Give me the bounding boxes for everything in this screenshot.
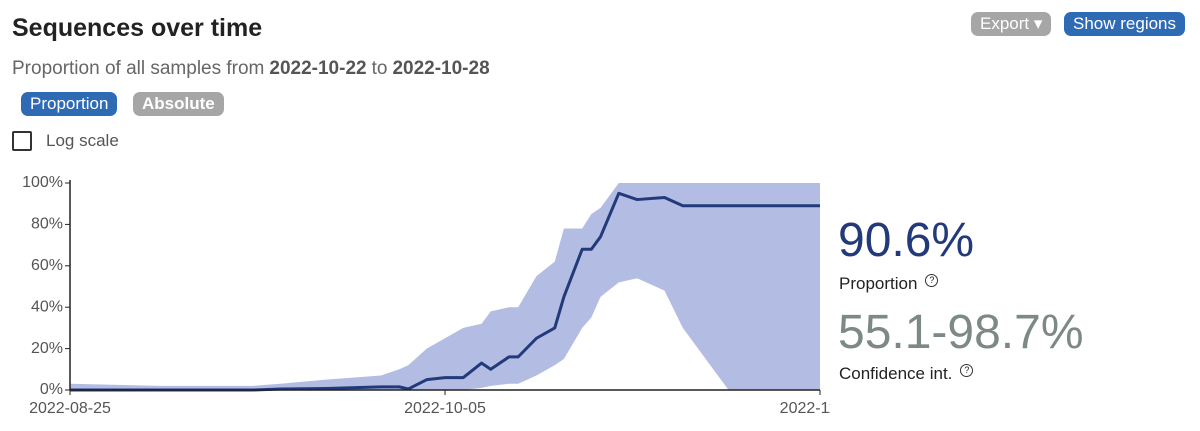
absolute-tab[interactable]: Absolute bbox=[133, 92, 224, 116]
x-tick-label: 2022-10-05 bbox=[404, 400, 486, 417]
ci-label: Confidence int. bbox=[839, 364, 953, 383]
subtitle-text: Proportion of all samples from bbox=[12, 58, 265, 79]
x-tick-label: 2022-08-25 bbox=[29, 400, 111, 417]
ci-value: 55.1-98.7% bbox=[838, 306, 1084, 359]
y-tick-label: 100% bbox=[22, 174, 63, 191]
y-tick-label: 20% bbox=[31, 340, 63, 357]
proportion-label: Proportion bbox=[839, 274, 918, 293]
start-date: 2022-10-22 bbox=[269, 58, 367, 79]
proportion-line bbox=[70, 191, 820, 392]
subtitle-joiner: to bbox=[371, 58, 388, 79]
y-tick-label: 40% bbox=[31, 298, 63, 315]
help-icon[interactable]: ? bbox=[960, 363, 974, 377]
proportion-caption: Proportion? bbox=[839, 273, 939, 294]
export-label[interactable]: Export bbox=[980, 14, 1030, 33]
checkbox[interactable] bbox=[12, 131, 32, 151]
title: Sequences over time bbox=[12, 14, 263, 42]
y-tick-label: 0% bbox=[40, 381, 63, 398]
confidence-band bbox=[70, 183, 820, 390]
proportion-value: 90.6% bbox=[838, 214, 975, 267]
end-date: 2022-10-28 bbox=[392, 58, 490, 79]
x-tick-label: 2022-11-15 bbox=[780, 400, 830, 417]
proportion-tab[interactable]: Proportion bbox=[21, 92, 118, 116]
subtitle: Proportion of all samples from 2022-10-22… bbox=[12, 58, 495, 80]
export-button[interactable]: Export ▾ bbox=[971, 12, 1052, 36]
help-icon[interactable]: ? bbox=[925, 273, 939, 287]
y-tick-label: 80% bbox=[31, 216, 63, 233]
regions-button[interactable]: Show regions bbox=[1064, 12, 1186, 36]
ci-caption: Confidence int.? bbox=[839, 363, 974, 384]
y-tick-label: 60% bbox=[31, 257, 63, 274]
checkbox-label[interactable]: Log scale bbox=[46, 131, 119, 150]
chart: 0% 20% 40% 60% 80% 100% 2022-08-25 2022-10-05 20… bbox=[22, 174, 830, 417]
log-toggle[interactable]: Log scale bbox=[12, 131, 119, 151]
